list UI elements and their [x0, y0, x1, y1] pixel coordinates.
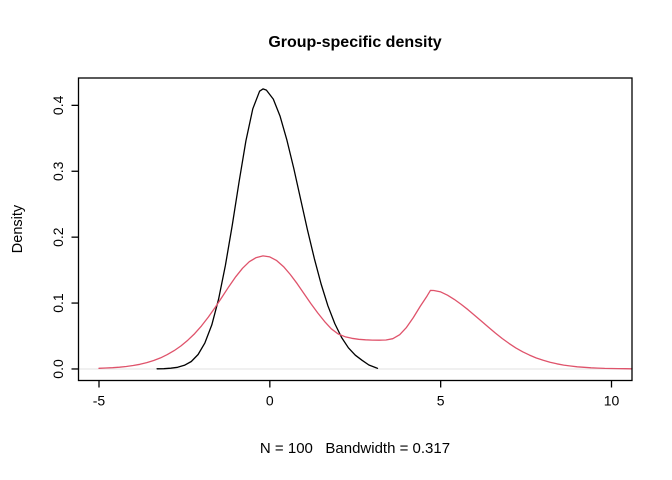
y-tick-label: 0.4 [50, 95, 66, 115]
group-2-density-curve [98, 255, 633, 370]
plot-border-box [77, 77, 633, 382]
y-axis-ticks: 0.0 0.1 0.2 0.3 0.4 [50, 95, 79, 379]
x-tick-label: 10 [604, 393, 620, 409]
x-tick-label: 5 [437, 393, 445, 409]
y-tick-label: 0.0 [50, 359, 66, 379]
x-axis-label: N = 100 Bandwidth = 0.317 [259, 440, 451, 457]
chart-title: Group-specific density [268, 34, 442, 51]
x-axis-ticks: -5 0 5 10 [93, 380, 620, 409]
x-tick-label: 0 [266, 393, 274, 409]
y-tick-label: 0.3 [50, 161, 66, 181]
density-curves [98, 88, 633, 370]
group-1-density-curve [156, 88, 379, 370]
x-tick-label: -5 [93, 393, 106, 409]
y-tick-label: 0.1 [50, 293, 66, 313]
y-tick-label: 0.2 [50, 227, 66, 247]
y-axis-label: Density [10, 204, 26, 254]
